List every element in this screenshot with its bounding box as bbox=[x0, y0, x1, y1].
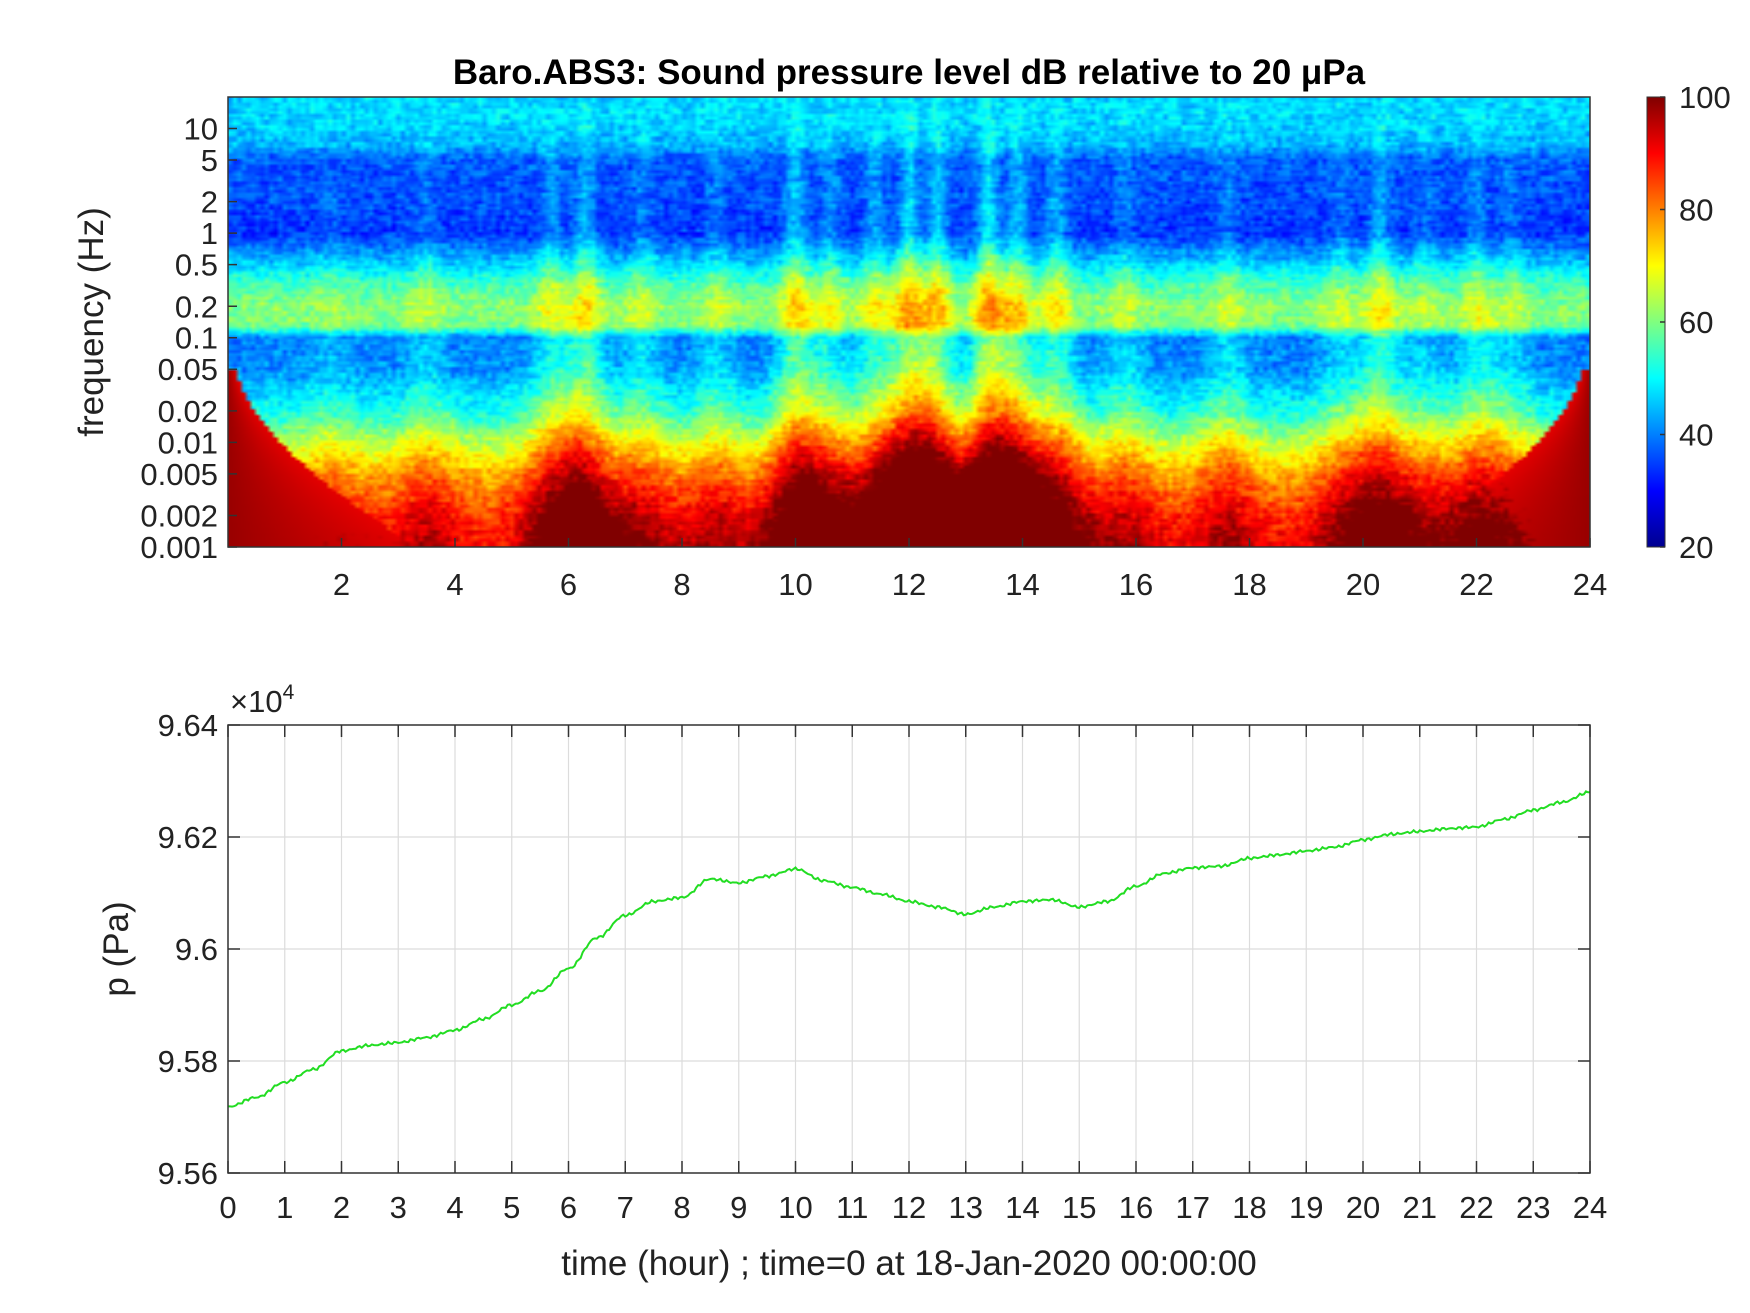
spectrogram-y-axis-label: frequency (Hz) bbox=[72, 207, 111, 437]
pressure-x-tick-label: 20 bbox=[1346, 1190, 1380, 1225]
colorbar: 20 40 60 80 100 bbox=[1646, 80, 1731, 565]
colorbar-ticks: 20 40 60 80 100 bbox=[1660, 80, 1731, 565]
spectrogram-y-tick-label: 1 bbox=[201, 216, 218, 251]
spectrogram-x-tick-label: 8 bbox=[673, 567, 690, 602]
pressure-x-tick-label: 21 bbox=[1403, 1190, 1437, 1225]
spectrogram-y-tick-label: 0.1 bbox=[175, 321, 218, 356]
colorbar-tick-label: 80 bbox=[1679, 193, 1713, 228]
pressure-y-tick-label: 9.6 bbox=[175, 932, 218, 967]
spectrogram-x-tick-label: 12 bbox=[892, 567, 926, 602]
pressure-x-axis-label: time (hour) ; time=0 at 18-Jan-2020 00:0… bbox=[561, 1244, 1257, 1283]
pressure-x-tick-label: 17 bbox=[1176, 1190, 1210, 1225]
pressure-x-tick-label: 11 bbox=[836, 1190, 868, 1225]
pressure-y-axis-label: p (Pa) bbox=[97, 901, 136, 996]
colorbar-tick-label: 40 bbox=[1679, 418, 1713, 453]
pressure-x-tick-label: 19 bbox=[1289, 1190, 1323, 1225]
pressure-x-ticks: 0 1 2 3 4 5 6 7 8 9 10 11 12 13 14 15 16 17 18 19 20 21 22 23 24 bbox=[219, 725, 1607, 1225]
spectrogram-y-tick-label: 2 bbox=[201, 185, 218, 220]
pressure-y-tick-label: 9.58 bbox=[158, 1044, 218, 1079]
spectrogram-y-tick-label: 0.01 bbox=[158, 425, 218, 460]
spectrogram-y-tick-label: 5 bbox=[201, 143, 218, 178]
pressure-x-tick-label: 5 bbox=[503, 1190, 520, 1225]
pressure-x-tick-label: 6 bbox=[560, 1190, 577, 1225]
pressure-x-tick-label: 3 bbox=[390, 1190, 407, 1225]
pressure-x-tick-label: 24 bbox=[1573, 1190, 1607, 1225]
spectrogram-title: Baro.ABS3: Sound pressure level dB relat… bbox=[453, 53, 1366, 92]
colorbar-tick-label: 100 bbox=[1679, 80, 1731, 115]
spectrogram-x-tick-label: 22 bbox=[1459, 567, 1493, 602]
spectrogram-y-tick-label: 0.005 bbox=[140, 457, 218, 492]
spectrogram-y-tick-label: 0.2 bbox=[175, 289, 218, 324]
pressure-x-tick-label: 2 bbox=[333, 1190, 350, 1225]
pressure-y-ticks: 9.56 9.58 9.6 9.62 9.64 bbox=[158, 708, 1590, 1191]
pressure-y-multiplier: ×104 bbox=[230, 681, 295, 719]
spectrogram-x-tick-label: 6 bbox=[560, 567, 577, 602]
pressure-series-line bbox=[228, 790, 1590, 1108]
spectrogram-panel: 2 4 6 8 10 12 14 16 18 20 22 24 105210.50.20.10.050… bbox=[140, 96, 1607, 602]
colorbar-tick-label: 60 bbox=[1679, 305, 1713, 340]
pressure-y-tick-label: 9.64 bbox=[158, 708, 218, 743]
spectrogram-x-tick-label: 2 bbox=[333, 567, 350, 602]
pressure-x-tick-label: 1 bbox=[276, 1190, 293, 1225]
spectrogram-y-tick-label: 0.002 bbox=[140, 499, 218, 534]
spectrogram-x-tick-label: 16 bbox=[1119, 567, 1153, 602]
pressure-x-tick-label: 12 bbox=[892, 1190, 926, 1225]
pressure-x-tick-label: 14 bbox=[1005, 1190, 1039, 1225]
pressure-y-tick-label: 9.56 bbox=[158, 1156, 218, 1191]
spectrogram-x-tick-label: 14 bbox=[1005, 567, 1039, 602]
pressure-x-tick-label: 0 bbox=[219, 1190, 236, 1225]
pressure-x-tick-label: 23 bbox=[1516, 1190, 1550, 1225]
spectrogram-heatmap bbox=[228, 97, 1590, 547]
pressure-x-tick-label: 13 bbox=[949, 1190, 983, 1225]
pressure-x-tick-label: 22 bbox=[1459, 1190, 1493, 1225]
pressure-x-tick-label: 10 bbox=[778, 1190, 812, 1225]
pressure-x-tick-label: 4 bbox=[446, 1190, 463, 1225]
pressure-line-panel: 0 1 2 3 4 5 6 7 8 9 10 11 12 13 14 15 16 17 18 19 20 21 22 23 24… bbox=[158, 708, 1608, 1225]
spectrogram-y-tick-label: 10 bbox=[184, 111, 218, 146]
spectrogram-y-tick-label: 0.5 bbox=[175, 248, 218, 283]
spectrogram-x-tick-label: 18 bbox=[1232, 567, 1266, 602]
spectrogram-x-tick-label: 20 bbox=[1346, 567, 1380, 602]
spectrogram-y-ticks: 105 210.5 0.20.10.05 0.020.010.005 0.0020.00… bbox=[140, 111, 237, 565]
pressure-x-tick-label: 16 bbox=[1119, 1190, 1153, 1225]
spectrogram-y-tick-label: 0.001 bbox=[140, 530, 218, 565]
colorbar-tick-label: 20 bbox=[1679, 530, 1713, 565]
spectrogram-x-ticks: 2 4 6 8 10 12 14 16 18 20 22 24 bbox=[333, 538, 1607, 602]
pressure-x-tick-label: 8 bbox=[673, 1190, 690, 1225]
spectrogram-x-tick-label: 4 bbox=[446, 567, 463, 602]
pressure-grid bbox=[227, 724, 1591, 1174]
spectrogram-y-tick-label: 0.02 bbox=[158, 394, 218, 429]
pressure-y-tick-label: 9.62 bbox=[158, 820, 218, 855]
pressure-x-tick-label: 18 bbox=[1232, 1190, 1266, 1225]
spectrogram-y-tick-label: 0.05 bbox=[158, 352, 218, 387]
spectrogram-x-tick-label: 10 bbox=[778, 567, 812, 602]
spectrogram-x-tick-label: 24 bbox=[1573, 567, 1607, 602]
pressure-x-tick-label: 7 bbox=[617, 1190, 634, 1225]
pressure-x-tick-label: 15 bbox=[1062, 1190, 1096, 1225]
pressure-x-tick-label: 9 bbox=[730, 1190, 747, 1225]
